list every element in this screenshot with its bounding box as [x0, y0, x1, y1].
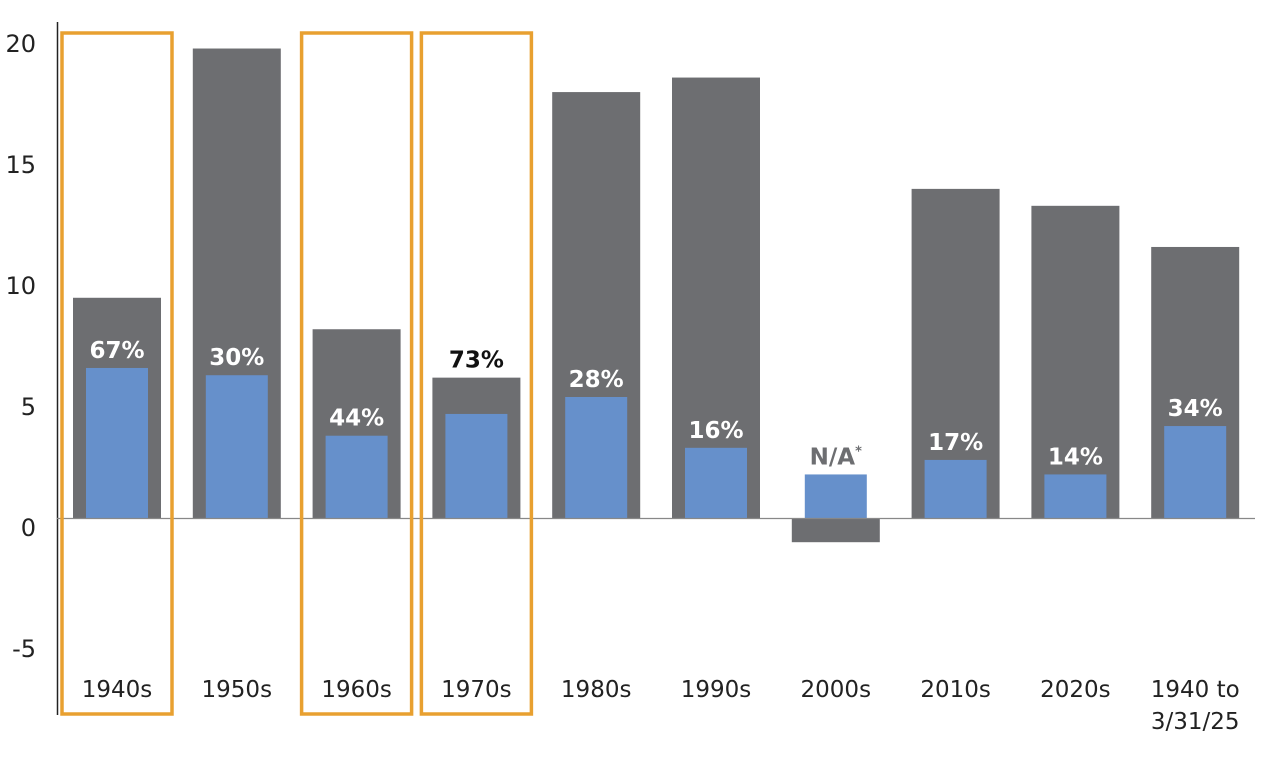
- data-label-superscript: *: [855, 444, 862, 459]
- bar-blue: [924, 459, 987, 518]
- data-label: 73%: [449, 348, 504, 374]
- x-tick-label: 2020s: [1040, 677, 1111, 703]
- x-tick-label: 2000s: [801, 677, 872, 703]
- bar-gray: [1031, 205, 1120, 518]
- data-label: 17%: [928, 430, 983, 456]
- bar-gray: [672, 77, 760, 518]
- x-tick-label: 3/31/25: [1151, 709, 1240, 735]
- data-label: N/A*: [810, 444, 862, 470]
- y-tick-label: 10: [5, 272, 36, 300]
- x-tick-label: 1940s: [82, 677, 153, 703]
- highlight-box: [299, 31, 414, 716]
- bar-blue: [565, 397, 628, 518]
- x-tick-label: 2010s: [920, 677, 991, 703]
- data-label: 34%: [1168, 396, 1223, 422]
- x-tick-label: 1990s: [681, 677, 752, 703]
- bar-blue: [86, 367, 148, 518]
- y-tick-label: 15: [5, 151, 36, 179]
- bar-blue: [325, 435, 388, 518]
- y-tick-label: 20: [5, 30, 36, 58]
- data-label: 28%: [569, 367, 624, 393]
- data-label: 44%: [329, 406, 384, 432]
- highlight-box: [60, 31, 174, 716]
- x-tick-label: 1940 to: [1151, 677, 1240, 703]
- highlight-box: [419, 31, 534, 716]
- y-tick-label: -5: [12, 635, 36, 663]
- bar-blue: [1164, 426, 1227, 518]
- x-tick-label: 1950s: [202, 677, 273, 703]
- bar-blue: [205, 375, 268, 518]
- bar-blue: [1044, 474, 1107, 518]
- data-label: 14%: [1048, 444, 1103, 470]
- y-tick-label: 0: [21, 514, 36, 542]
- bar-blue: [685, 447, 747, 518]
- x-tick-label: 1980s: [561, 677, 632, 703]
- data-label: 67%: [89, 338, 144, 364]
- y-tick-label: 5: [21, 393, 36, 421]
- data-label: 16%: [688, 418, 743, 444]
- x-tick-label: 1960s: [321, 677, 392, 703]
- x-tick-label: 1970s: [441, 677, 512, 703]
- bar-blue: [445, 413, 508, 518]
- bar-gray: [791, 518, 880, 543]
- bar-blue: [804, 474, 867, 518]
- data-label: 30%: [209, 345, 264, 371]
